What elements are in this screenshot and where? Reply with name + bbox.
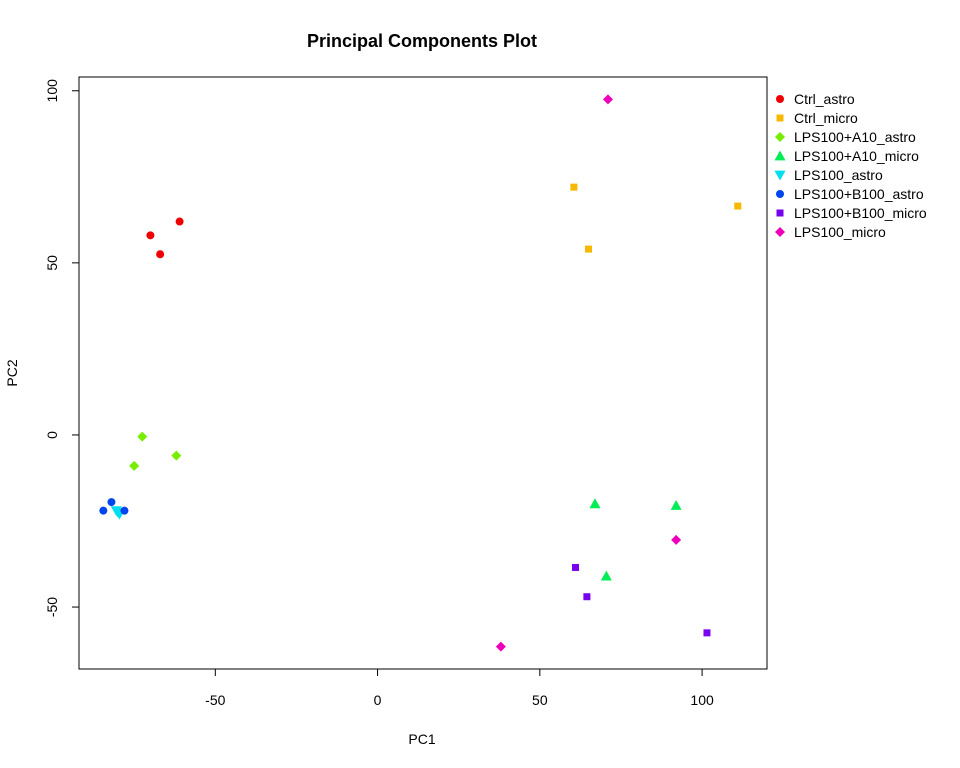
- y-tick-label: 100: [44, 79, 60, 103]
- legend-marker: [774, 170, 786, 181]
- series-LPS100+A10_astro: [129, 431, 182, 471]
- x-tick-label: 50: [532, 692, 548, 708]
- data-point: [99, 506, 108, 515]
- legend-item: LPS100+A10_micro: [774, 148, 919, 164]
- data-point: [137, 431, 148, 442]
- chart-title: Principal Components Plot: [307, 31, 537, 51]
- legend-marker: [776, 190, 784, 198]
- data-point: [671, 534, 682, 545]
- plot-frame: [78, 76, 768, 670]
- data-point: [120, 506, 129, 515]
- series-LPS100+B100_micro: [572, 563, 711, 637]
- x-tick-label: 0: [374, 692, 382, 708]
- series-LPS100+A10_micro: [589, 498, 682, 581]
- data-point: [600, 570, 612, 581]
- legend-item: Ctrl_astro: [776, 91, 855, 107]
- data-point: [495, 641, 506, 652]
- legend-item: LPS100_micro: [775, 224, 886, 240]
- data-point: [107, 498, 116, 507]
- data-point: [570, 183, 578, 191]
- series-LPS100+B100_astro: [99, 498, 129, 515]
- data-point: [129, 460, 140, 471]
- legend-label: LPS100+A10_micro: [794, 148, 919, 164]
- legend-marker: [774, 150, 786, 161]
- data-point: [703, 629, 711, 637]
- data-points: [99, 94, 742, 652]
- data-point: [670, 500, 682, 510]
- legend-label: LPS100+B100_micro: [794, 205, 927, 221]
- x-axis-label: PC1: [408, 731, 435, 747]
- legend-marker: [776, 209, 784, 217]
- data-point: [146, 231, 155, 240]
- x-axis: -50 0 50 100: [205, 668, 714, 708]
- series-LPS100_micro: [495, 94, 682, 652]
- data-point: [175, 217, 184, 226]
- legend-label: LPS100+B100_astro: [794, 186, 924, 202]
- y-axis-label: PC2: [4, 359, 20, 386]
- legend-item: LPS100_astro: [774, 167, 883, 183]
- data-point: [156, 250, 165, 259]
- legend-label: LPS100_astro: [794, 167, 883, 183]
- x-tick-label: -50: [205, 692, 225, 708]
- y-axis: -50 0 50 100: [44, 79, 80, 617]
- legend-item: LPS100+B100_astro: [776, 186, 924, 202]
- legend-item: LPS100+B100_micro: [776, 205, 927, 221]
- legend-item: LPS100+A10_astro: [775, 129, 916, 145]
- data-point: [585, 245, 593, 253]
- legend-marker: [775, 227, 785, 237]
- data-point: [583, 593, 591, 601]
- data-point: [589, 498, 601, 509]
- legend-label: LPS100+A10_astro: [794, 129, 916, 145]
- data-point: [572, 563, 580, 571]
- y-tick-label: -50: [44, 597, 60, 617]
- data-point: [734, 202, 742, 210]
- y-tick-label: 50: [44, 255, 60, 271]
- series-Ctrl_astro: [146, 217, 184, 259]
- data-point: [602, 94, 613, 105]
- legend-label: Ctrl_astro: [794, 91, 855, 107]
- y-tick-label: 0: [44, 431, 60, 439]
- legend-label: Ctrl_micro: [794, 110, 858, 126]
- legend-marker: [775, 132, 785, 142]
- series-Ctrl_micro: [570, 183, 742, 253]
- x-tick-label: 100: [690, 692, 714, 708]
- data-point: [171, 450, 182, 461]
- legend-item: Ctrl_micro: [776, 110, 858, 126]
- legend-marker: [776, 95, 784, 103]
- legend: Ctrl_astro Ctrl_micro LPS100+A10_astro LPS1…: [774, 91, 927, 240]
- legend-marker: [776, 114, 784, 122]
- legend-label: LPS100_micro: [794, 224, 886, 240]
